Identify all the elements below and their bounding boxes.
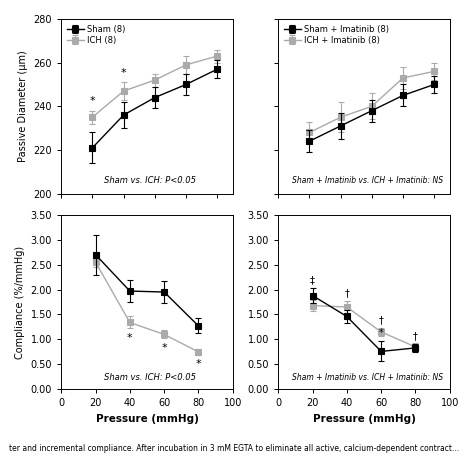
Text: †: † — [379, 316, 383, 325]
Text: Sham vs. ICH: P<0.05: Sham vs. ICH: P<0.05 — [104, 176, 196, 185]
Text: Sham + Imatinib vs. ICH + Imatinib: NS: Sham + Imatinib vs. ICH + Imatinib: NS — [292, 373, 443, 383]
Text: ter and incremental compliance. After incubation in 3 mM EGTA to eliminate all a: ter and incremental compliance. After in… — [9, 444, 460, 453]
Text: Sham + Imatinib vs. ICH + Imatinib: NS: Sham + Imatinib vs. ICH + Imatinib: NS — [292, 176, 443, 185]
Text: *: * — [196, 359, 201, 370]
Text: Sham vs. ICH: P<0.05: Sham vs. ICH: P<0.05 — [104, 373, 196, 383]
Text: *: * — [127, 333, 133, 343]
Y-axis label: Compliance (%/mmHg): Compliance (%/mmHg) — [15, 245, 25, 359]
Text: †: † — [345, 289, 349, 298]
Legend: Sham + Imatinib (8), ICH + Imatinib (8): Sham + Imatinib (8), ICH + Imatinib (8) — [283, 23, 391, 46]
Text: ‡: ‡ — [310, 275, 315, 285]
Text: *: * — [161, 343, 167, 353]
Legend: Sham (8), ICH (8): Sham (8), ICH (8) — [65, 23, 127, 46]
Text: *: * — [379, 328, 383, 339]
Text: †: † — [413, 331, 418, 341]
X-axis label: Pressure (mmHg): Pressure (mmHg) — [96, 414, 199, 424]
Y-axis label: Passive Diameter (μm): Passive Diameter (μm) — [18, 50, 28, 162]
X-axis label: Pressure (mmHg): Pressure (mmHg) — [312, 414, 415, 424]
Text: *: * — [90, 96, 95, 106]
Text: *: * — [121, 68, 127, 78]
